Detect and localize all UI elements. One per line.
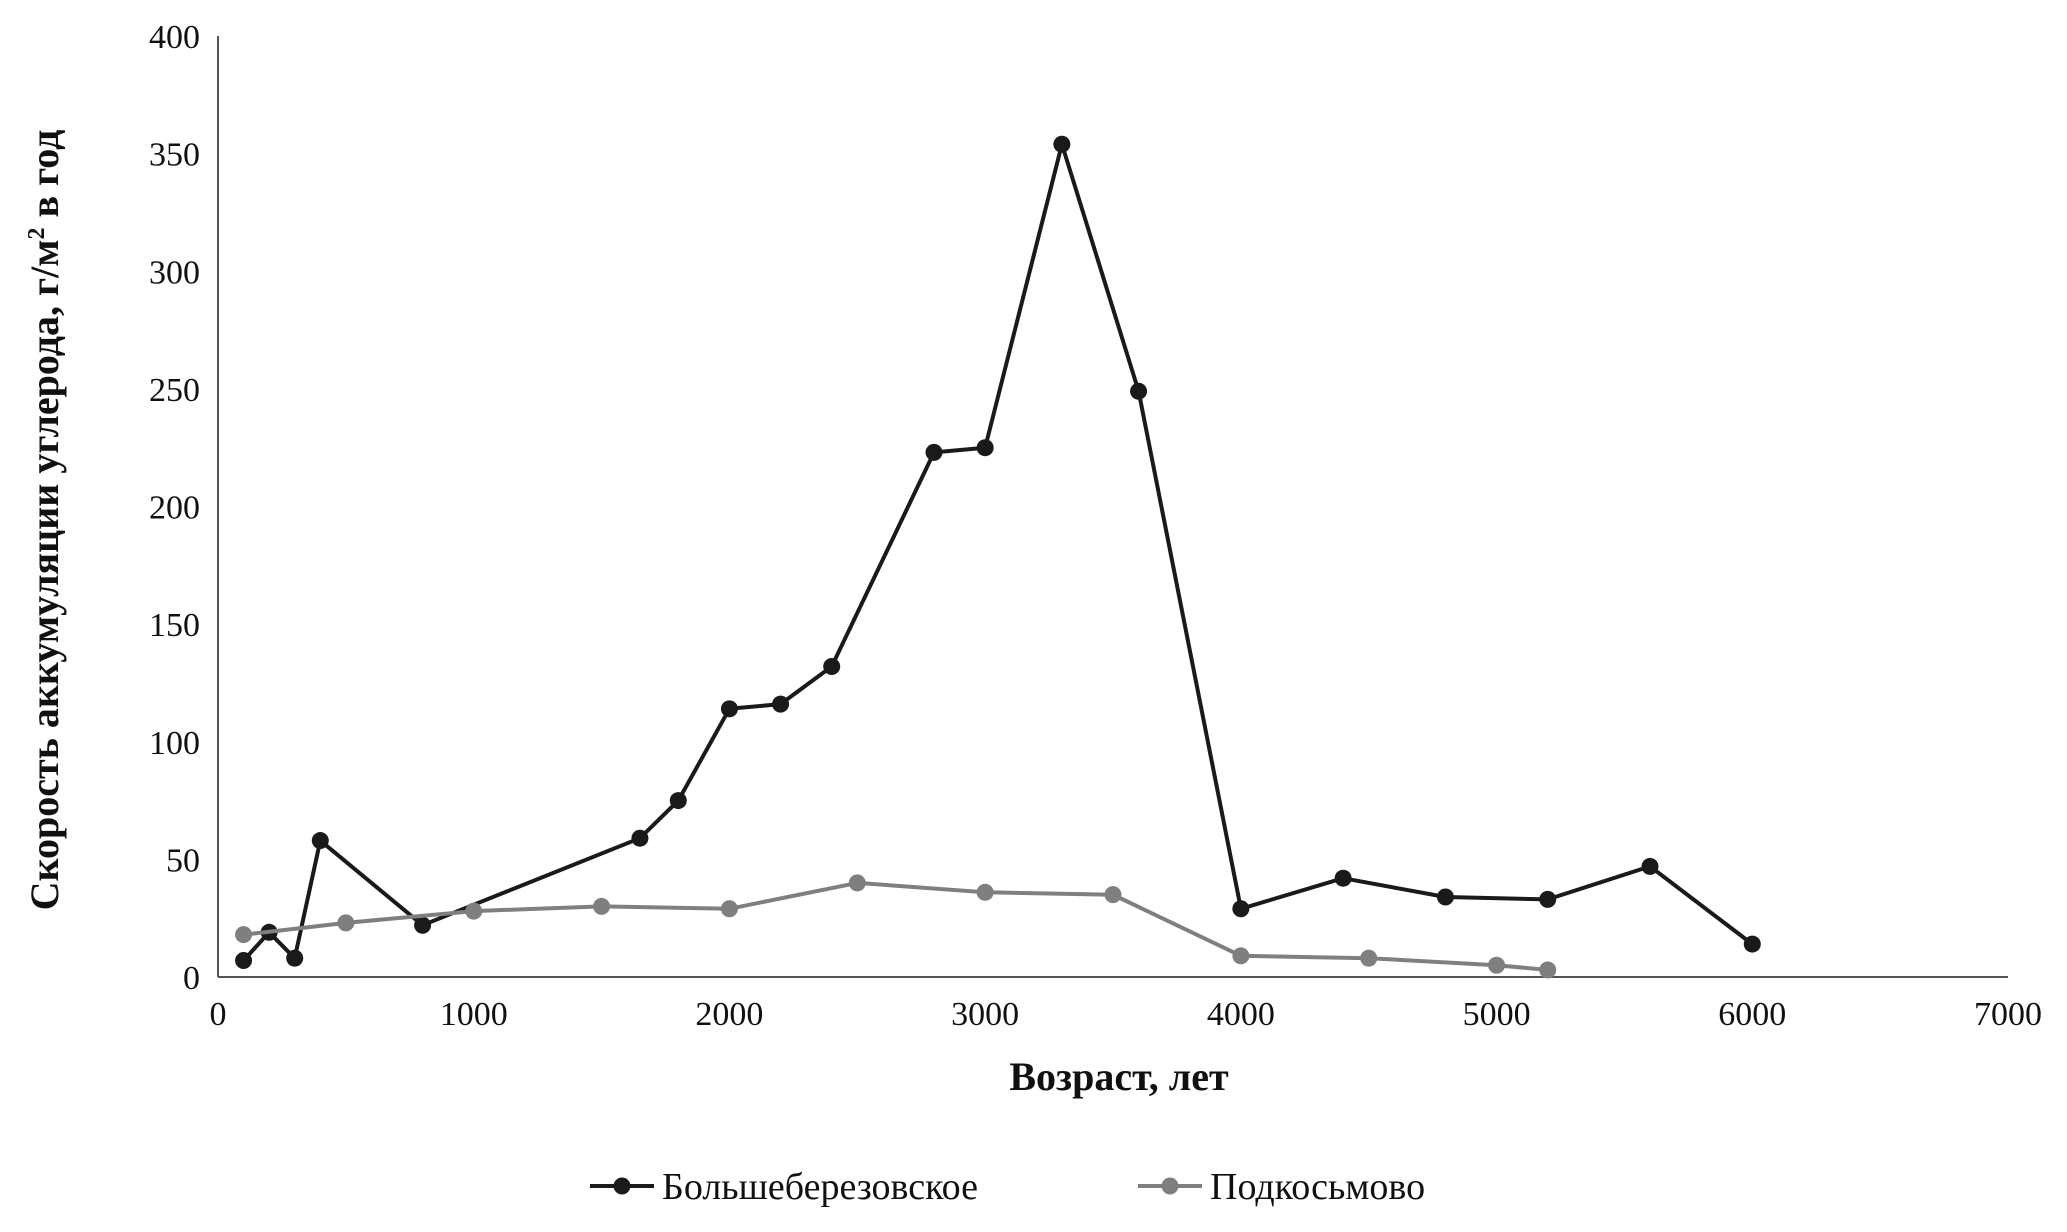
- data-point: [1488, 956, 1506, 974]
- x-tick-label: 1000: [440, 996, 508, 1033]
- y-axis-title-main: Скорость аккумуляции углерода, г/м: [22, 240, 67, 911]
- data-point: [976, 439, 994, 457]
- series-line: [242, 142, 1754, 962]
- y-tick-label: 300: [149, 254, 200, 291]
- y-tick-label: 400: [149, 19, 200, 56]
- x-axis-title: Возраст, лет: [1009, 1054, 1229, 1099]
- y-tick-label: 200: [149, 490, 200, 527]
- data-point: [1743, 935, 1761, 953]
- x-tick-label: 7000: [1974, 996, 2042, 1033]
- x-tick-label: 3000: [951, 996, 1019, 1033]
- data-point: [1539, 890, 1557, 908]
- data-point: [1104, 886, 1122, 904]
- data-point: [669, 792, 687, 810]
- legend-label: Большеберезовское: [662, 1166, 978, 1208]
- x-tick-label: 6000: [1718, 996, 1786, 1033]
- data-point: [823, 657, 841, 675]
- series-line: [243, 880, 1548, 972]
- legend: Большеберезовское Подкосьмово: [590, 1166, 1425, 1208]
- data-point: [848, 874, 866, 892]
- series-1: [235, 135, 1761, 970]
- data-point: [286, 949, 304, 967]
- svg-text:Скорость аккумуляции углерода: Скорость аккумуляции углерода, г/м2 в го…: [22, 130, 67, 911]
- y-tick-label: 150: [149, 607, 200, 644]
- legend-label: Подкосьмово: [1210, 1166, 1425, 1208]
- x-tick-label: 0: [210, 996, 227, 1033]
- data-point: [1334, 869, 1352, 887]
- data-point: [311, 832, 329, 850]
- data-point: [235, 926, 253, 944]
- data-point: [235, 952, 253, 970]
- data-point: [337, 914, 355, 932]
- x-tick-label: 5000: [1463, 996, 1531, 1033]
- data-point: [1360, 949, 1378, 967]
- y-axis-title: Скорость аккумуляции углерода, г/м2 в го…: [22, 130, 67, 911]
- y-tick-label: 350: [149, 137, 200, 174]
- data-point: [1539, 961, 1557, 979]
- y-tick-label: 0: [183, 960, 200, 997]
- data-point: [1232, 900, 1250, 918]
- data-point: [720, 700, 738, 718]
- data-point: [631, 829, 649, 847]
- x-tick-label: 2000: [695, 996, 763, 1033]
- data-point: [976, 883, 994, 901]
- data-point: [465, 902, 483, 920]
- series-2: [235, 874, 1557, 979]
- data-point: [1641, 857, 1659, 875]
- x-tick-label: 4000: [1207, 996, 1275, 1033]
- legend-item: Подкосьмово: [1138, 1166, 1425, 1208]
- data-point: [593, 897, 611, 915]
- y-axis-title-tail: в год: [22, 130, 67, 228]
- legend-dot-marker: [613, 1177, 631, 1195]
- data-point: [1436, 888, 1454, 906]
- data-point: [720, 900, 738, 918]
- y-tick-label: 50: [166, 842, 200, 879]
- data-point: [1053, 135, 1071, 153]
- data-point: [414, 916, 432, 934]
- data-point: [1130, 382, 1148, 400]
- y-tick-label: 100: [149, 725, 200, 762]
- y-axis-title-superscript: 2: [24, 228, 50, 240]
- y-tick-label: 250: [149, 372, 200, 409]
- data-point: [1232, 947, 1250, 965]
- legend-item: Большеберезовское: [590, 1166, 978, 1208]
- legend-dot-marker: [1161, 1177, 1179, 1195]
- data-point: [772, 695, 790, 713]
- data-point: [925, 443, 943, 461]
